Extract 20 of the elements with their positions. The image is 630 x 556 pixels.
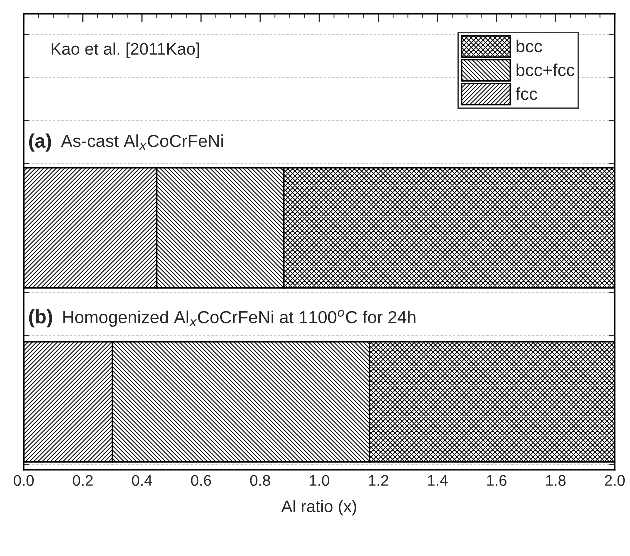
x-tick-label: 1.0 bbox=[310, 475, 330, 486]
x-tick-label: 0.0 bbox=[14, 475, 34, 486]
x-axis-title: Al ratio (x) bbox=[282, 500, 356, 516]
annotation: (b) bbox=[29, 310, 52, 328]
x-tick-label: 1.6 bbox=[487, 475, 507, 486]
annotation: Homogenized Al$_{x}$CoCrFeNi at 1100$^{o}$C for 24h bbox=[64, 310, 416, 328]
x-tick-label: 2.0 bbox=[605, 475, 626, 486]
x-tick-label: 0.2 bbox=[73, 475, 93, 486]
legend-label: bcc+fcc bbox=[516, 64, 575, 76]
legend-label: bcc bbox=[516, 40, 542, 53]
annotation: As-cast Al$_{x}$CoCrFeNi bbox=[61, 134, 224, 150]
x-tick-label: 0.6 bbox=[191, 475, 212, 486]
x-tick-label: 1.2 bbox=[369, 475, 388, 486]
annotation: (a) bbox=[29, 134, 52, 152]
x-tick-label: 0.8 bbox=[250, 475, 270, 486]
x-tick-label: 1.8 bbox=[546, 475, 566, 486]
legend-label: fcc bbox=[516, 88, 538, 100]
x-tick-label: 1.4 bbox=[428, 475, 448, 486]
x-tick-label: 0.4 bbox=[132, 475, 152, 486]
annotation: Kao et al. [2011Kao] bbox=[52, 42, 200, 58]
